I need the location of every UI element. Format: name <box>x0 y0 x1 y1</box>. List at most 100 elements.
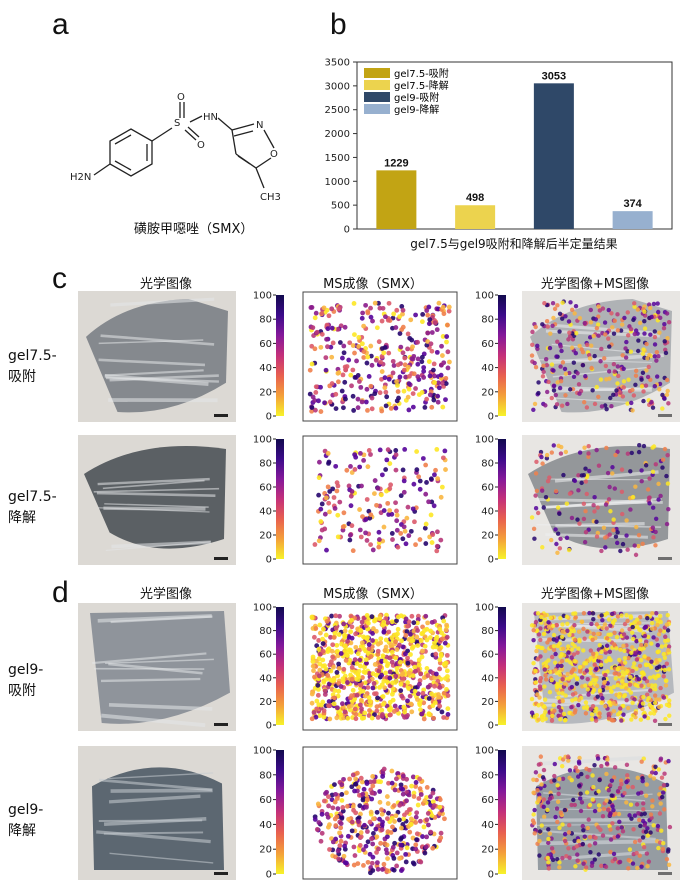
overlay-signal-point <box>588 307 594 313</box>
overlay-signal-point <box>655 673 661 678</box>
overlay-signal-point <box>640 701 646 706</box>
ms-signal-point <box>323 632 329 638</box>
overlay-signal-point <box>549 846 555 851</box>
colorbar-tick-label: 40 <box>481 507 494 518</box>
overlay-signal-point <box>635 865 640 871</box>
ms-signal-point <box>309 700 315 706</box>
ms-signal-point <box>434 543 440 549</box>
overlay-signal-point <box>541 369 546 375</box>
ms-signal-point <box>440 404 446 410</box>
colorbar-tick-label: 20 <box>481 845 494 856</box>
ms-signal-point <box>398 681 404 687</box>
overlay-signal-point <box>649 659 654 664</box>
ms-signal-point <box>363 660 369 666</box>
ms-signal-point <box>364 497 370 502</box>
ms-signal-point <box>370 868 376 873</box>
ms-signal-point <box>386 512 392 517</box>
overlay-signal-point <box>637 650 642 656</box>
overlay-signal-point <box>549 718 555 723</box>
ms-signal-point <box>334 670 340 675</box>
overlay-signal-point <box>609 403 614 409</box>
overlay-signal-point <box>626 857 631 863</box>
ms-signal-point <box>366 642 372 647</box>
overlay-signal-point <box>548 331 553 336</box>
overlay-signal-point <box>560 822 565 827</box>
overlay-signal-point <box>587 767 592 773</box>
optical-image <box>78 291 236 422</box>
overlay-signal-point <box>654 374 660 379</box>
ms-signal-point <box>365 859 371 865</box>
overlay-signal-point <box>540 322 545 327</box>
ms-signal-point <box>348 372 354 378</box>
overlay-signal-point <box>632 301 637 306</box>
ms-signal-point <box>353 711 359 717</box>
overlay-signal-point <box>649 770 655 775</box>
overlay-signal-point <box>566 846 571 851</box>
ms-signal-point <box>350 548 356 554</box>
ms-signal-point <box>380 774 386 779</box>
ms-signal-point <box>336 370 342 375</box>
overlay-signal-point <box>581 827 586 833</box>
overlay-signal-point <box>604 611 610 616</box>
overlay-signal-point <box>550 623 556 629</box>
ms-signal-point <box>378 807 384 813</box>
overlay-signal-point <box>533 324 538 330</box>
ms-signal-point <box>337 843 343 849</box>
overlay-signal-point <box>588 648 594 653</box>
ms-signal-point <box>422 850 428 856</box>
overlay-signal-point <box>536 632 542 637</box>
amine-nh-label: HN <box>203 112 218 123</box>
ms-signal-point <box>314 827 320 832</box>
overlay-signal-point <box>636 811 641 816</box>
overlay-signal-point <box>590 797 595 802</box>
ms-signal-point <box>403 541 409 547</box>
gel-texture-streak <box>104 503 209 508</box>
ms-signal-point <box>333 625 339 631</box>
ms-signal-point <box>364 613 370 618</box>
ms-signal-point <box>356 815 362 821</box>
overlay-signal-point <box>539 823 545 828</box>
overlay-signal-point <box>566 823 572 828</box>
overlay-signal-point <box>573 303 579 309</box>
overlay-signal-point <box>543 648 548 654</box>
ms-signal-point <box>439 484 445 490</box>
ms-signal-point <box>412 664 418 670</box>
ms-signal-point <box>402 355 408 361</box>
overlay-signal-point <box>599 548 604 554</box>
overlay-signal-point <box>592 494 597 500</box>
overlay-signal-point <box>594 325 600 331</box>
overlay-signal-point <box>545 640 550 645</box>
bar <box>376 170 417 229</box>
overlay-signal-point <box>621 379 627 384</box>
panel-b-letter: b <box>330 8 347 41</box>
ms-signal-point <box>410 344 415 350</box>
overlay-signal-point <box>643 383 649 388</box>
ms-signal-point <box>384 457 390 463</box>
overlay-signal-point <box>576 629 582 634</box>
ms-signal-point <box>329 306 335 312</box>
overlay-signal-point <box>546 836 551 842</box>
overlay-signal-point <box>633 682 639 688</box>
overlay-signal-point <box>596 333 601 338</box>
ms-signal-point <box>441 311 447 317</box>
overlay-signal-point <box>665 481 671 486</box>
ms-signal-point <box>334 642 340 648</box>
ms-signal-point <box>375 715 381 720</box>
overlay-signal-point <box>569 345 575 350</box>
overlay-signal-point <box>628 507 633 512</box>
overlay-signal-point <box>562 718 568 723</box>
ms-signal-point <box>425 330 431 336</box>
ms-signal-point <box>364 386 370 392</box>
ms-signal-point <box>444 652 450 658</box>
overlay-image <box>522 291 680 422</box>
ms-signal-point <box>403 616 409 622</box>
ms-signal-point <box>414 831 420 837</box>
ms-signal-point <box>405 364 411 370</box>
ms-signal-point <box>387 461 393 466</box>
ms-signal-point <box>316 686 321 692</box>
overlay-signal-point <box>634 802 640 807</box>
overlay-signal-point <box>634 617 640 622</box>
ms-signal-point <box>411 481 417 487</box>
ms-signal-point <box>340 804 346 810</box>
ms-signal-point <box>431 715 436 721</box>
